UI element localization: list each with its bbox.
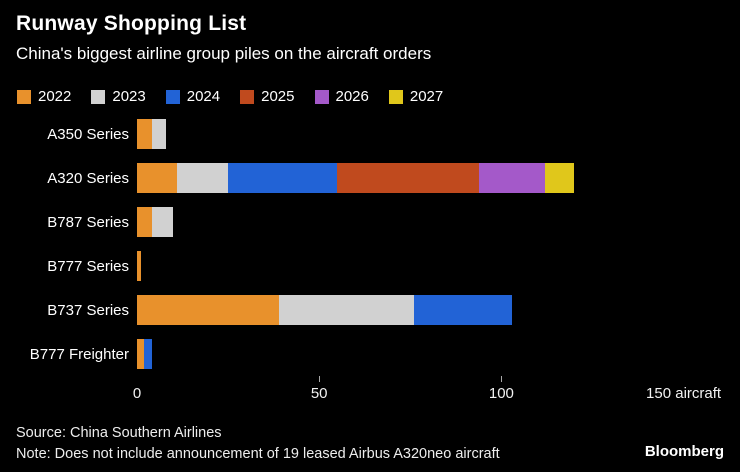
bar-segment-2025 xyxy=(337,163,480,193)
stacked-bar xyxy=(137,251,720,281)
bloomberg-logo: Bloomberg xyxy=(644,443,724,460)
legend: 2022 2023 2024 2025 2026 2027 xyxy=(17,88,443,105)
stacked-bar-chart: A350 Series A320 Series B787 Series B777 Se… xyxy=(16,112,720,376)
legend-swatch xyxy=(388,89,403,104)
legend-swatch xyxy=(17,89,31,104)
legend-item-2024: 2024 xyxy=(165,88,221,105)
legend-item-2026: 2026 xyxy=(314,88,369,105)
bar-segment-2027 xyxy=(545,163,575,193)
legend-label: 2026 xyxy=(335,88,369,105)
bar-segment-2023 xyxy=(151,119,167,149)
axis-tick-label: 150 aircraft xyxy=(646,385,722,402)
x-axis-ticks: 0 50 100 150 aircraft xyxy=(133,376,722,408)
legend-label: 2023 xyxy=(112,88,146,105)
axis-tick xyxy=(501,376,503,382)
bar-segment-2023 xyxy=(177,163,229,193)
category-label: B737 Series xyxy=(47,301,129,319)
bar-segment-2024 xyxy=(413,295,513,325)
bar-segment-2023 xyxy=(279,295,414,325)
bar-row: A350 Series xyxy=(16,112,720,156)
note-text: Note: Does not include announcement of 1… xyxy=(16,446,500,462)
bar-row: B777 Freighter xyxy=(16,332,720,376)
legend-label: 2025 xyxy=(261,88,295,105)
chart-subtitle: China's biggest airline group piles on t… xyxy=(16,44,432,63)
bar-segment-2024 xyxy=(144,339,152,369)
source-text: Source: China Southern Airlines xyxy=(16,425,222,441)
legend-label: 2024 xyxy=(186,88,221,105)
bar-segment-2023 xyxy=(151,207,174,237)
chart-title: Runway Shopping List xyxy=(16,12,247,35)
bar-segment-2022 xyxy=(137,339,145,369)
bar-row: B777 Series xyxy=(16,244,720,288)
bar-segment-2022 xyxy=(137,163,178,193)
category-label: A320 Series xyxy=(47,169,129,187)
bar-row: A320 Series xyxy=(16,156,720,200)
stacked-bar xyxy=(137,295,720,325)
legend-swatch xyxy=(240,89,255,104)
legend-label: 2022 xyxy=(38,88,72,105)
bar-segment-2024 xyxy=(228,163,338,193)
bar-row: B787 Series xyxy=(16,200,720,244)
legend-swatch xyxy=(165,89,180,104)
axis-tick-label: 100 xyxy=(488,385,514,402)
bar-segment-2022 xyxy=(137,119,152,149)
legend-item-2022: 2022 xyxy=(17,88,71,105)
stacked-bar xyxy=(137,207,720,237)
bar-segment-2022 xyxy=(137,207,152,237)
stacked-bar xyxy=(137,119,720,149)
legend-swatch xyxy=(314,89,329,104)
axis-tick-label: 0 xyxy=(132,385,142,402)
legend-item-2025: 2025 xyxy=(240,88,295,105)
bar-segment-2022 xyxy=(137,251,141,281)
legend-item-2027: 2027 xyxy=(388,88,444,105)
legend-item-2023: 2023 xyxy=(91,88,146,105)
chart-footer: Source: China Southern Airlines Note: Do… xyxy=(16,423,500,465)
category-label: A350 Series xyxy=(47,125,129,143)
axis-tick xyxy=(319,376,321,382)
stacked-bar xyxy=(137,339,720,369)
axis-tick-label: 50 xyxy=(310,385,328,402)
category-label: B777 Freighter xyxy=(29,345,129,363)
stacked-bar xyxy=(137,163,720,193)
bar-segment-2022 xyxy=(137,295,280,325)
bar-row: B737 Series xyxy=(16,288,720,332)
category-label: B777 Series xyxy=(47,257,129,275)
x-axis: 0 50 100 150 aircraft xyxy=(16,376,722,408)
bar-segment-2026 xyxy=(479,163,546,193)
category-label: B787 Series xyxy=(47,213,129,231)
legend-swatch xyxy=(91,89,106,104)
legend-label: 2027 xyxy=(409,88,444,105)
